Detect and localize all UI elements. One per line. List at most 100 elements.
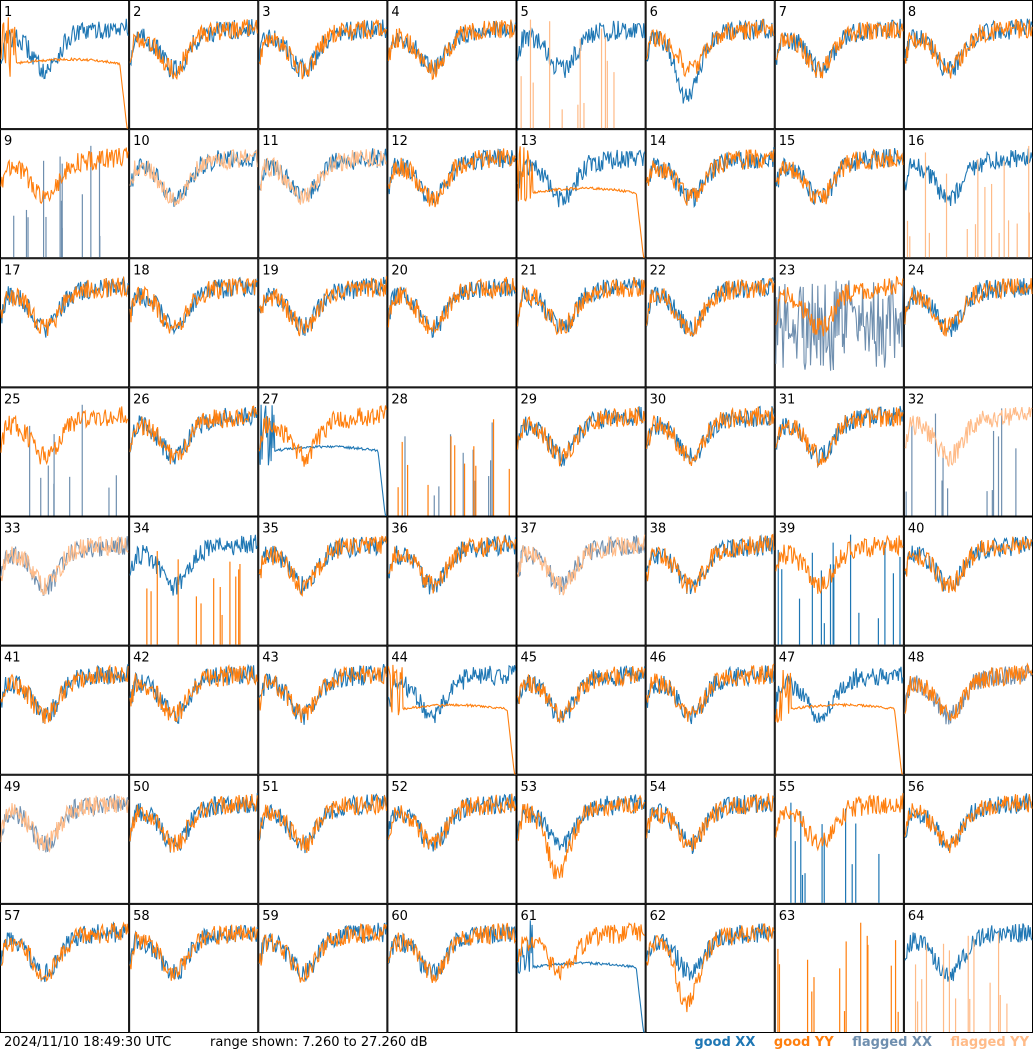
- panel-57: 57: [0, 903, 130, 1033]
- series-yy: [0, 535, 129, 596]
- legend-good-xx: good XX: [694, 1035, 756, 1050]
- panel-58: 58: [129, 903, 259, 1033]
- panel-frame: [258, 129, 388, 259]
- panel-46: 46: [645, 645, 775, 775]
- panel-label: 51: [262, 780, 279, 795]
- series-yy: [646, 923, 775, 1013]
- panel-frame: [0, 258, 130, 388]
- panel-frame: [516, 387, 646, 517]
- panel-frame: [903, 516, 1033, 646]
- series-yy: [387, 148, 516, 208]
- panel-label: 29: [521, 392, 538, 407]
- panel-label: 48: [908, 651, 925, 666]
- series-yy: [388, 535, 517, 594]
- panel-label: 52: [391, 780, 408, 795]
- panel-32: 32: [903, 387, 1033, 517]
- panel-frame: [0, 774, 130, 904]
- series-yy: [646, 149, 775, 206]
- panel-39: 39: [774, 516, 904, 646]
- panel-37: 37: [516, 516, 646, 646]
- panel-label: 37: [521, 522, 538, 537]
- panel-label: 53: [521, 780, 538, 795]
- panel-frame: [774, 516, 904, 646]
- panel-label: 57: [4, 909, 21, 924]
- panel-59: 59: [258, 903, 388, 1033]
- panel-20: 20: [387, 258, 517, 388]
- panel-label: 3: [262, 5, 270, 20]
- panel-50: 50: [129, 774, 259, 904]
- panel-35: 35: [258, 516, 388, 646]
- panel-label: 6: [650, 5, 658, 20]
- panel-label: 14: [650, 134, 667, 149]
- panel-frame: [258, 645, 388, 775]
- panel-label: 27: [262, 392, 279, 407]
- series-xx: [258, 404, 387, 517]
- panel-frame: [258, 516, 388, 646]
- legend: good XX good YY flagged XX flagged YY: [680, 1034, 1029, 1052]
- panel-56: 56: [903, 774, 1033, 904]
- series-yy: [387, 793, 517, 851]
- panel-label: 50: [133, 780, 150, 795]
- panel-frame: [0, 387, 130, 517]
- panel-frame: [0, 129, 130, 259]
- panel-frame: [387, 645, 517, 775]
- panel-40: 40: [903, 516, 1033, 646]
- panel-28: 28: [387, 387, 517, 517]
- legend-flagged-xx: flagged XX: [852, 1035, 932, 1050]
- panel-label: 24: [908, 263, 925, 278]
- panel-frame: [258, 387, 388, 517]
- panel-label: 43: [262, 651, 279, 666]
- panel-frame: [0, 903, 130, 1033]
- panel-label: 21: [521, 263, 538, 278]
- panel-frame: [387, 0, 517, 130]
- series-yy: [258, 276, 387, 337]
- panel-61: 61: [516, 903, 646, 1033]
- panel-8: 8: [903, 0, 1033, 130]
- legend-good-yy: good YY: [773, 1035, 834, 1050]
- series-yy: [775, 534, 904, 595]
- series-yy: [904, 794, 1033, 854]
- panel-label: 8: [908, 5, 916, 20]
- panel-label: 17: [4, 263, 21, 278]
- series-yy: [0, 276, 129, 336]
- panel-label: 62: [650, 909, 667, 924]
- series-yy: [259, 148, 387, 205]
- panel-frame: [516, 516, 646, 646]
- panel-29: 29: [516, 387, 646, 517]
- panel-25: 25: [0, 387, 130, 517]
- panel-60: 60: [387, 903, 517, 1033]
- panel-53: 53: [516, 774, 646, 904]
- panel-label: 44: [391, 651, 408, 666]
- series-yy: [775, 793, 904, 852]
- series-yy: [129, 277, 258, 334]
- panel-frame: [903, 774, 1033, 904]
- series-yy: [775, 148, 904, 205]
- panel-16: 16: [903, 129, 1033, 259]
- panel-11: 11: [258, 129, 388, 259]
- panel-frame: [645, 387, 775, 517]
- panel-31: 31: [774, 387, 904, 517]
- panel-frame: [774, 387, 904, 517]
- series-yy: [0, 921, 129, 982]
- panel-30: 30: [645, 387, 775, 517]
- panel-label: 13: [521, 134, 538, 149]
- series-yy: [129, 405, 258, 464]
- series-xx: [516, 920, 645, 1033]
- series-yy: [129, 664, 258, 722]
- panel-26: 26: [129, 387, 259, 517]
- series-yy: [258, 794, 387, 853]
- panel-9: 9: [0, 129, 130, 259]
- panel-52: 52: [387, 774, 517, 904]
- panel-frame: [645, 129, 775, 259]
- panel-label: 46: [650, 651, 667, 666]
- panel-frame: [258, 258, 388, 388]
- panel-label: 33: [4, 522, 21, 537]
- panel-label: 61: [521, 909, 538, 924]
- panel-label: 28: [391, 392, 408, 407]
- panel-frame: [645, 774, 775, 904]
- series-yy: [517, 794, 646, 880]
- series-yy: [516, 666, 646, 724]
- series-yy: [646, 406, 775, 467]
- series-xx: [129, 534, 258, 596]
- panel-label: 55: [779, 780, 796, 795]
